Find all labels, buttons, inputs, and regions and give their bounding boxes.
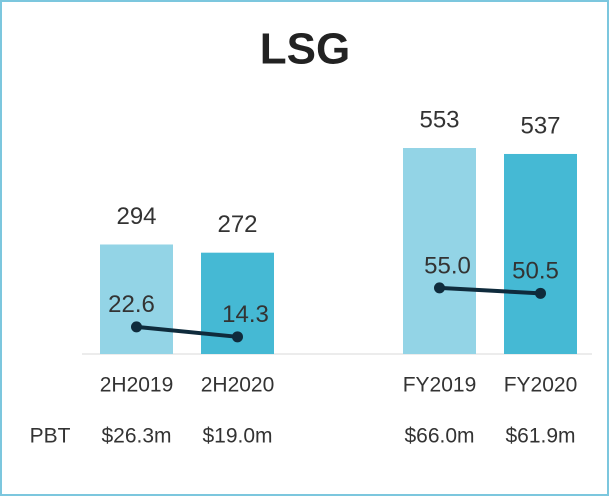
pbt-value: $61.9m xyxy=(505,425,575,448)
x-tick-label: FY2020 xyxy=(504,374,578,397)
pbt-value: $19.0m xyxy=(202,425,272,448)
bar-value-label: 553 xyxy=(419,106,459,133)
line-point xyxy=(434,282,445,294)
bar xyxy=(504,153,577,354)
bar-value-label: 272 xyxy=(217,211,257,238)
x-tick-label: FY2019 xyxy=(403,374,477,397)
line xyxy=(439,285,541,296)
line-point xyxy=(232,331,243,343)
bar xyxy=(100,244,173,354)
line-point xyxy=(535,287,546,299)
pbt-label: PBT xyxy=(30,425,71,448)
bar-value-label: 537 xyxy=(520,112,560,139)
line-value-label: 55.0 xyxy=(424,252,471,279)
x-tick-label: 2H2019 xyxy=(100,374,174,397)
line-value-label: 14.3 xyxy=(222,301,269,328)
chart-title: LSG xyxy=(260,25,350,74)
line-point xyxy=(131,321,142,333)
pbt-value: $26.3m xyxy=(101,425,171,448)
bar-value-label: 294 xyxy=(116,203,156,230)
line xyxy=(136,324,238,339)
line-value-label: 22.6 xyxy=(108,291,155,318)
x-tick-label: 2H2020 xyxy=(201,374,275,397)
line-value-label: 50.5 xyxy=(512,258,559,285)
pbt-value: $66.0m xyxy=(404,425,474,448)
bar xyxy=(403,148,476,354)
